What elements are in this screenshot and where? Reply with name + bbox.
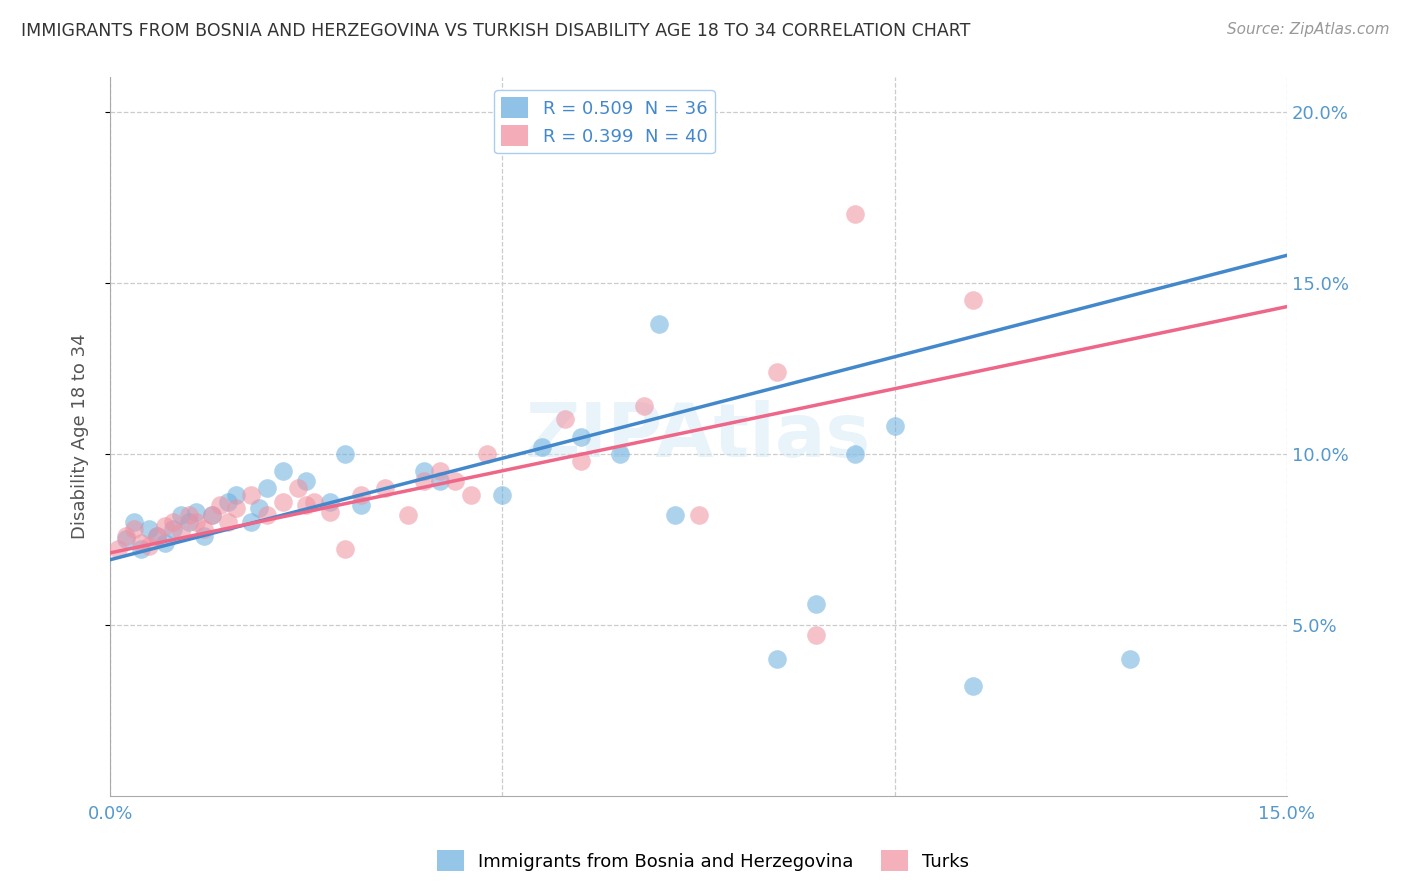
Point — [170, 525, 193, 540]
Point — [396, 508, 419, 523]
Point — [217, 494, 239, 508]
Point — [201, 508, 224, 523]
Point — [883, 419, 905, 434]
Point — [138, 539, 160, 553]
Point — [569, 429, 592, 443]
Text: Source: ZipAtlas.com: Source: ZipAtlas.com — [1226, 22, 1389, 37]
Point — [664, 508, 686, 523]
Point — [295, 498, 318, 512]
Text: IMMIGRANTS FROM BOSNIA AND HERZEGOVINA VS TURKISH DISABILITY AGE 18 TO 34 CORREL: IMMIGRANTS FROM BOSNIA AND HERZEGOVINA V… — [21, 22, 970, 40]
Point — [413, 474, 436, 488]
Point — [193, 529, 215, 543]
Point — [319, 505, 342, 519]
Point — [256, 508, 278, 523]
Point — [569, 453, 592, 467]
Point — [530, 440, 553, 454]
Point — [475, 447, 498, 461]
Point — [122, 515, 145, 529]
Point — [1119, 652, 1142, 666]
Point — [138, 522, 160, 536]
Point — [350, 488, 373, 502]
Point — [688, 508, 710, 523]
Point — [153, 518, 176, 533]
Point — [962, 293, 984, 307]
Text: ZIPAtlas: ZIPAtlas — [526, 401, 872, 473]
Point — [429, 474, 451, 488]
Point — [162, 515, 184, 529]
Point — [256, 481, 278, 495]
Point — [177, 508, 200, 523]
Point — [201, 508, 224, 523]
Point — [844, 207, 866, 221]
Point — [302, 494, 325, 508]
Point — [186, 515, 208, 529]
Point — [806, 597, 828, 611]
Point — [271, 494, 294, 508]
Point — [208, 498, 231, 512]
Point — [319, 494, 342, 508]
Legend: Immigrants from Bosnia and Herzegovina, Turks: Immigrants from Bosnia and Herzegovina, … — [429, 843, 977, 879]
Legend: R = 0.509  N = 36, R = 0.399  N = 40: R = 0.509 N = 36, R = 0.399 N = 40 — [494, 90, 714, 153]
Point — [114, 529, 136, 543]
Point — [648, 317, 671, 331]
Point — [162, 522, 184, 536]
Point — [170, 508, 193, 523]
Point — [609, 447, 631, 461]
Point — [146, 529, 169, 543]
Point — [554, 412, 576, 426]
Y-axis label: Disability Age 18 to 34: Disability Age 18 to 34 — [72, 334, 89, 540]
Point — [287, 481, 309, 495]
Point — [413, 464, 436, 478]
Point — [240, 515, 263, 529]
Point — [460, 488, 482, 502]
Point — [335, 447, 357, 461]
Point — [217, 515, 239, 529]
Point — [131, 542, 153, 557]
Point — [491, 488, 513, 502]
Point — [225, 488, 247, 502]
Point — [295, 474, 318, 488]
Point — [122, 522, 145, 536]
Point — [193, 522, 215, 536]
Point — [844, 447, 866, 461]
Point — [766, 652, 789, 666]
Point — [131, 535, 153, 549]
Point — [766, 365, 789, 379]
Point — [429, 464, 451, 478]
Point — [271, 464, 294, 478]
Point — [962, 679, 984, 693]
Point — [350, 498, 373, 512]
Point — [146, 529, 169, 543]
Point — [240, 488, 263, 502]
Point — [633, 399, 655, 413]
Point — [444, 474, 467, 488]
Point — [186, 505, 208, 519]
Point — [374, 481, 396, 495]
Point — [177, 515, 200, 529]
Point — [153, 535, 176, 549]
Point — [806, 628, 828, 642]
Point — [247, 501, 270, 516]
Point — [225, 501, 247, 516]
Point — [107, 542, 129, 557]
Point — [114, 533, 136, 547]
Point — [335, 542, 357, 557]
